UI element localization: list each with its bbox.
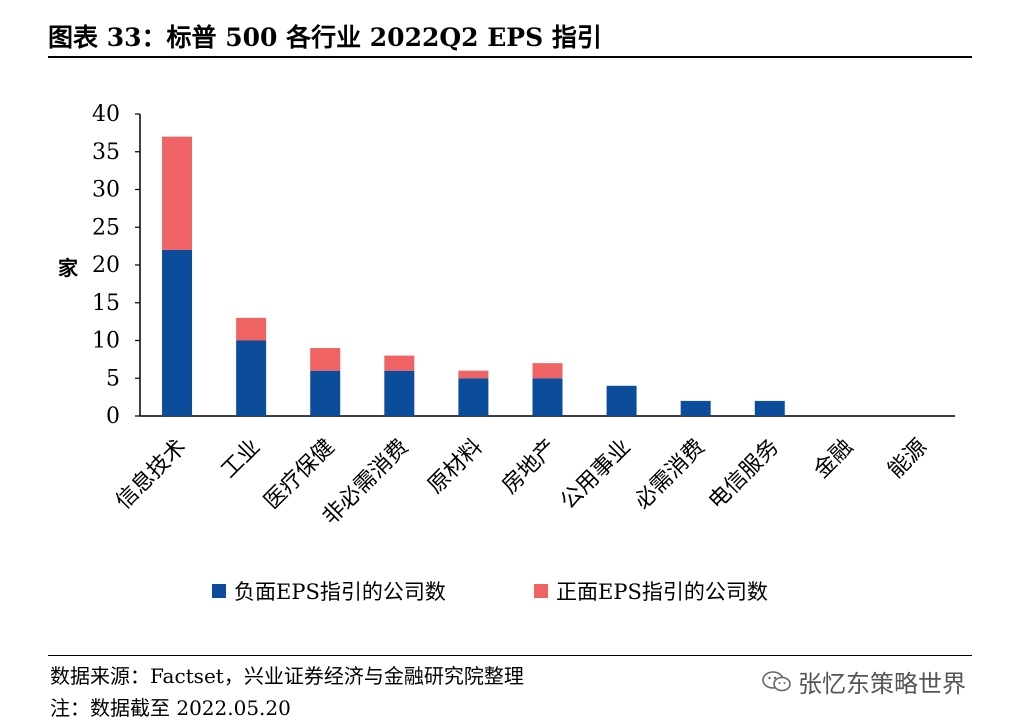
- legend-label-negative: 负面EPS指引的公司数: [234, 580, 446, 604]
- bar-positive-3: [384, 355, 415, 371]
- legend-swatch-positive: [534, 584, 548, 598]
- x-tick-label: 工业: [217, 435, 266, 484]
- y-tick-label: 35: [92, 140, 120, 165]
- y-tick-label: 10: [92, 329, 120, 354]
- bar-negative-8: [754, 400, 785, 416]
- bar-negative-6: [606, 385, 637, 416]
- chart-legend: 负面EPS指引的公司数 正面EPS指引的公司数: [0, 576, 1024, 606]
- y-axis-label: 家: [58, 256, 78, 280]
- x-tick-label: 电信服务: [704, 435, 784, 515]
- x-tick-label: 信息技术: [111, 435, 191, 515]
- legend-item-positive: 正面EPS指引的公司数: [534, 576, 768, 606]
- x-tick-label: 必需消费: [630, 435, 710, 515]
- bar-negative-0: [162, 249, 193, 416]
- y-tick-label: 40: [92, 102, 120, 127]
- bar-positive-2: [310, 348, 341, 371]
- bar-positive-1: [236, 317, 267, 341]
- legend-label-positive: 正面EPS指引的公司数: [556, 580, 768, 604]
- title-divider: [48, 56, 972, 58]
- x-tick-label: 房地产: [497, 435, 561, 499]
- watermark-text: 张忆东策略世界: [798, 670, 966, 698]
- bar-negative-5: [532, 378, 563, 416]
- y-tick-label: 5: [106, 366, 120, 391]
- bar-negative-4: [458, 378, 489, 416]
- date-note: 注：数据截至 2022.05.20: [50, 696, 291, 720]
- bar-positive-4: [458, 370, 489, 379]
- watermark: 张忆东策略世界: [762, 664, 966, 699]
- bar-positive-0: [162, 136, 193, 250]
- x-tick-label: 能源: [883, 435, 932, 484]
- y-tick-label: 15: [92, 291, 120, 316]
- y-tick-labels: 0 5 10 15 20 25 30 35 40: [92, 102, 140, 429]
- wechat-icon: [762, 670, 791, 691]
- bar-negative-1: [236, 340, 267, 416]
- x-tick-label: 金融: [809, 435, 858, 484]
- legend-item-negative: 负面EPS指引的公司数: [212, 576, 446, 606]
- chart-bars: [162, 136, 785, 416]
- x-tick-label: 公用事业: [556, 435, 636, 515]
- footer-divider: [48, 655, 972, 656]
- bar-negative-3: [384, 370, 415, 416]
- y-tick-label: 20: [92, 253, 120, 278]
- bar-positive-5: [532, 363, 563, 379]
- y-tick-label: 30: [92, 178, 120, 203]
- x-tick-label: 原材料: [423, 435, 487, 499]
- legend-swatch-negative: [212, 584, 226, 598]
- bar-negative-7: [680, 400, 711, 416]
- y-tick-label: 0: [106, 404, 120, 429]
- bar-negative-2: [310, 370, 341, 416]
- chart-title: 图表 33：标普 500 各行业 2022Q2 EPS 指引: [48, 23, 602, 52]
- source-note: 数据来源：Factset，兴业证券经济与金融研究院整理: [50, 664, 524, 688]
- y-tick-label: 25: [92, 215, 120, 240]
